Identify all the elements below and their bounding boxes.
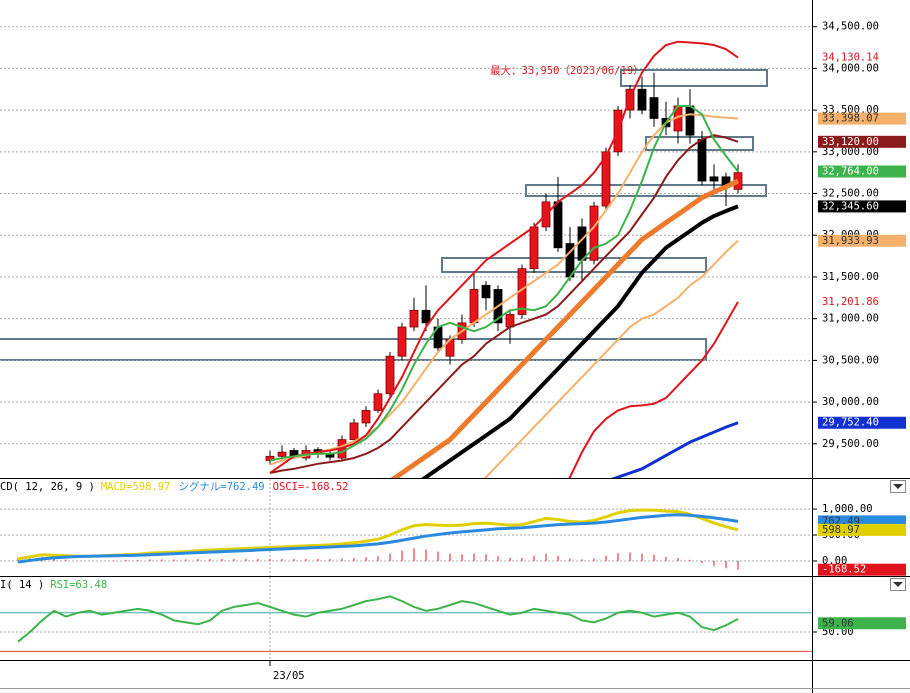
candle-body xyxy=(373,393,383,411)
series-line xyxy=(269,113,739,466)
series-line xyxy=(421,204,739,478)
candle-body xyxy=(481,284,491,299)
y-tick-label: 34,500.00 xyxy=(822,21,879,33)
value-marker-label: -168.52 xyxy=(822,564,866,576)
menu-arrow xyxy=(893,582,903,587)
indicator-label: RSI=63.48 xyxy=(50,579,107,591)
candle-body xyxy=(601,151,611,207)
value-marker-label: 33,120.00 xyxy=(822,136,879,148)
indicator-label: MACD=598.97 xyxy=(101,481,171,493)
axis-labels: 34,500.0034,000.0033,500.0033,000.0032,5… xyxy=(812,21,906,450)
value-marker-label: 31,201.86 xyxy=(822,296,879,308)
series-line xyxy=(17,595,739,643)
candle-body xyxy=(469,289,479,324)
indicator-label: OSCI=-168.52 xyxy=(273,481,349,493)
grid xyxy=(0,26,812,445)
value-marker xyxy=(818,165,906,178)
candle-body xyxy=(349,422,359,441)
candle-body xyxy=(421,309,431,324)
y-tick-label: 33,000.00 xyxy=(822,146,879,158)
value-marker-label: 33,398.07 xyxy=(822,113,879,125)
series-line xyxy=(269,134,739,474)
y-tick-label: 31,500.00 xyxy=(822,271,879,283)
series-line xyxy=(484,240,739,478)
candle-body xyxy=(637,88,647,111)
zone-box xyxy=(525,184,767,197)
value-marker-label: 29,752.40 xyxy=(822,417,879,429)
panel-title: CD( 12, 26, 9 ) xyxy=(0,481,95,493)
y-tick-label: 32,500.00 xyxy=(822,188,879,200)
plot-area xyxy=(17,508,739,570)
plot-area xyxy=(265,40,743,478)
max-annotation: 最大：33,950（2023/06/19） xyxy=(490,64,644,77)
candle-body xyxy=(397,326,407,357)
value-marker xyxy=(818,234,906,247)
series-line xyxy=(568,301,739,478)
y-tick-label: 1,000.00 xyxy=(822,503,873,515)
candle-body xyxy=(361,410,371,424)
value-marker-label: 32,345.60 xyxy=(822,200,879,212)
value-marker-label: 32,764.00 xyxy=(822,166,879,178)
value-marker-label: 34,130.14 xyxy=(822,52,879,64)
candle-body xyxy=(649,97,659,119)
grid xyxy=(0,577,812,660)
y-tick-label: 30,500.00 xyxy=(822,354,879,366)
candle-body xyxy=(409,309,419,328)
candle-body xyxy=(265,455,275,461)
dropdowns[interactable] xyxy=(890,480,906,591)
candle-body xyxy=(553,201,563,249)
value-marker-label: 598.97 xyxy=(822,524,860,536)
candle-body xyxy=(685,105,695,136)
series-line xyxy=(269,104,739,462)
x-tick-label: 23/05 xyxy=(273,670,305,682)
value-marker xyxy=(818,416,906,429)
candle-body xyxy=(589,205,599,261)
value-marker xyxy=(818,523,906,536)
indicator-label: シグナル=762.49 xyxy=(178,480,264,493)
plot-area xyxy=(0,595,812,652)
axis-labels: 1,000.00500.000.00762.49598.97-168.52CD(… xyxy=(0,480,906,576)
menu-arrow xyxy=(893,484,903,489)
candle-body xyxy=(709,176,719,182)
value-marker-label: 59.06 xyxy=(822,617,854,629)
candle-body xyxy=(697,138,707,182)
series-line xyxy=(390,178,740,478)
y-tick-label: 29,500.00 xyxy=(822,438,879,450)
value-marker xyxy=(818,200,906,213)
value-marker xyxy=(818,112,906,125)
candle-body xyxy=(529,226,539,270)
series-line xyxy=(17,513,739,564)
series-line xyxy=(269,40,739,474)
value-marker xyxy=(818,135,906,148)
zone-box xyxy=(620,69,768,87)
value-marker xyxy=(818,617,906,630)
series-line xyxy=(611,421,739,478)
value-marker xyxy=(818,563,906,576)
y-tick-label: 34,000.00 xyxy=(822,62,879,74)
value-marker-label: 31,933.93 xyxy=(822,235,879,247)
y-tick-label: 30,000.00 xyxy=(822,396,879,408)
y-tick-label: 31,000.00 xyxy=(822,313,879,325)
candle-body xyxy=(277,451,287,457)
candle-body xyxy=(385,355,395,395)
panel-title: I( 14 ) xyxy=(0,579,44,591)
